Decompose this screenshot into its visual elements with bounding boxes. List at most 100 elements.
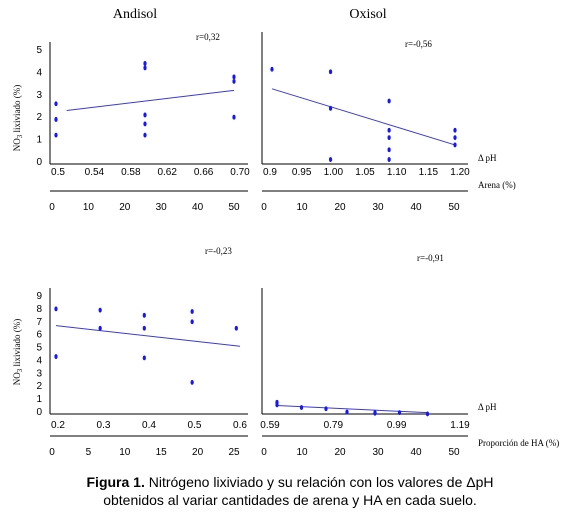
data-point [299, 405, 304, 410]
data-point [142, 325, 146, 331]
andisol-title: Andisol [113, 7, 157, 22]
caption-line2: obtenidos al variar cantidades de arena … [103, 492, 477, 508]
y-tick-label: 3 [36, 368, 42, 379]
ha-tick-label: 15 [156, 447, 168, 458]
delta-ph-label-bottom: Δ pH [478, 402, 497, 412]
y-axis-label-bottom: NO3 lixiviado (%) [12, 319, 24, 386]
y-tick-label: 5 [36, 45, 42, 56]
data-point [387, 98, 391, 104]
ph-tick-label: 0.95 [292, 167, 312, 178]
data-point [387, 147, 391, 153]
ph-tick-label: 0.9 [263, 167, 277, 178]
data-point [328, 157, 333, 162]
data-point [387, 127, 391, 133]
y-tick-label: 1 [36, 394, 42, 405]
y-tick-label: 7 [36, 317, 42, 328]
ha-tick-label: 20 [334, 447, 346, 458]
caption-bold: Figura 1. [86, 474, 145, 490]
data-point [234, 325, 238, 331]
ha-tick-label: 5 [86, 447, 92, 458]
data-point [373, 410, 377, 416]
ph-tick-label: 1.05 [355, 167, 375, 178]
data-point [328, 69, 333, 75]
data-point [143, 121, 147, 127]
ph-tick-label: 1.00 [324, 167, 344, 178]
data-point [143, 65, 147, 71]
data-point [387, 157, 391, 162]
ha-tick-label: 25 [228, 447, 240, 458]
y-tick-label: 1 [36, 135, 42, 146]
arena-tick-label: 20 [119, 202, 131, 213]
ph-tick-label: 0.4 [142, 420, 156, 431]
ha-axis-label: Proporción de HA (%) [478, 438, 559, 448]
ph-tick-label: 1.15 [419, 167, 439, 178]
data-point [190, 379, 194, 385]
ha-tick-label: 0 [261, 447, 267, 458]
delta-ph-label-top: Δ pH [478, 153, 497, 163]
data-point [54, 306, 58, 312]
ha-tick-label: 40 [410, 447, 422, 458]
arena-tick-label: 40 [192, 202, 204, 213]
data-point [453, 135, 457, 141]
data-point [232, 78, 236, 84]
arena-tick-label: 10 [83, 202, 95, 213]
arena-tick-label: 30 [156, 202, 168, 213]
data-point [142, 355, 146, 361]
ha-tick-label: 0 [49, 447, 55, 458]
data-point [143, 132, 147, 138]
data-point [232, 114, 236, 120]
data-point [54, 101, 58, 107]
trend-line [271, 88, 456, 146]
ph-tick-label: 0.6 [233, 420, 247, 431]
y-tick-label: 9 [36, 291, 42, 302]
caption-line1: Nitrógeno lixiviado y su relación con lo… [148, 474, 494, 490]
data-point [324, 406, 328, 412]
ph-tick-label: 1.10 [387, 167, 407, 178]
data-point [190, 309, 194, 314]
data-point [270, 66, 274, 72]
data-point [143, 61, 147, 66]
data-point [54, 117, 58, 122]
ph-tick-label: 0.79 [324, 420, 344, 431]
data-point [275, 402, 279, 408]
arena-tick-label: 20 [334, 202, 346, 213]
y-axis-label-top: NO3 lixiviado (%) [12, 85, 24, 152]
oxisol-title: Oxisol [349, 7, 386, 22]
data-point [190, 319, 194, 325]
data-point [453, 127, 457, 133]
y-tick-label: 2 [36, 381, 42, 392]
ha-tick-label: 50 [448, 447, 460, 458]
trend-line [66, 89, 235, 111]
data-point [232, 74, 236, 80]
ph-tick-label: 0.62 [157, 167, 177, 178]
arena-tick-label: 10 [296, 202, 308, 213]
arena-tick-label: 30 [372, 202, 384, 213]
r-label-oxisol-ha: r=-0,91 [417, 253, 444, 263]
data-point [345, 409, 349, 415]
ph-tick-label: 0.5 [188, 420, 202, 431]
ha-tick-label: 10 [296, 447, 308, 458]
data-point [143, 112, 147, 118]
data-point [397, 410, 402, 416]
ph-tick-label: 0.99 [387, 420, 407, 431]
trend-line [55, 325, 241, 347]
ph-tick-label: 0.70 [230, 167, 250, 178]
arena-tick-label: 50 [448, 202, 460, 213]
y-tick-label: 6 [36, 330, 42, 341]
arena-tick-label: 0 [49, 202, 55, 213]
y-tick-label: 8 [36, 304, 42, 315]
data-point [425, 411, 430, 417]
r-label-andisol-ha: r=-0,23 [205, 246, 232, 256]
ha-tick-label: 20 [192, 447, 204, 458]
arena-tick-label: 0 [261, 202, 267, 213]
data-point [328, 105, 333, 111]
ph-tick-label: 0.58 [121, 167, 141, 178]
trend-line [276, 405, 428, 414]
data-point [54, 354, 58, 359]
y-tick-label: 5 [36, 343, 42, 354]
figure-caption: Figura 1. Nitrógeno lixiviado y su relac… [0, 473, 580, 509]
data-point [387, 135, 391, 141]
ph-tick-label: 1.20 [450, 167, 470, 178]
arena-tick-label: 50 [228, 202, 240, 213]
